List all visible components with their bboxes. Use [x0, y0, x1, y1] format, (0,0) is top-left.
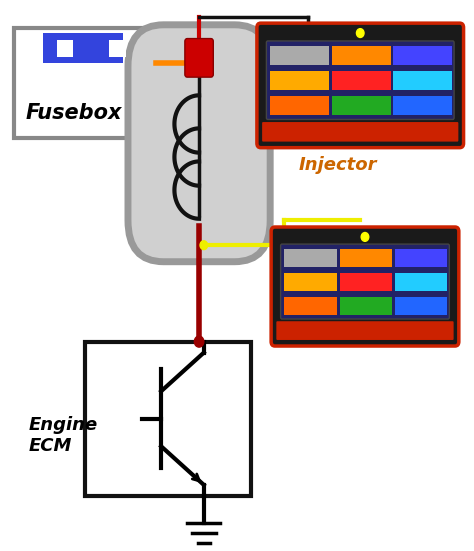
FancyBboxPatch shape [128, 25, 270, 262]
FancyBboxPatch shape [271, 227, 459, 346]
Bar [395, 273, 447, 291]
Bar [393, 96, 452, 116]
Circle shape [200, 241, 208, 250]
FancyBboxPatch shape [276, 321, 454, 340]
Text: Fusebox: Fusebox [25, 103, 122, 123]
Bar [284, 297, 337, 315]
Bar [339, 273, 392, 291]
Text: Fuel
Injector: Fuel Injector [299, 135, 377, 174]
Bar [332, 96, 391, 116]
Circle shape [361, 233, 369, 241]
Bar [395, 297, 447, 315]
FancyBboxPatch shape [262, 122, 458, 142]
Bar [393, 46, 452, 65]
FancyBboxPatch shape [185, 39, 213, 77]
Bar [284, 273, 337, 291]
Bar [332, 46, 391, 65]
Bar [270, 46, 329, 65]
Bar [270, 96, 329, 116]
Bar [85, 342, 251, 496]
Text: Engine
ECM: Engine ECM [28, 416, 98, 455]
FancyBboxPatch shape [14, 28, 156, 138]
Bar [395, 249, 447, 267]
FancyBboxPatch shape [266, 41, 454, 120]
Bar [57, 40, 73, 57]
Bar [339, 297, 392, 315]
Bar [332, 71, 391, 90]
Bar [270, 71, 329, 90]
FancyBboxPatch shape [43, 33, 123, 63]
FancyBboxPatch shape [281, 244, 449, 319]
Bar [393, 71, 452, 90]
Bar [339, 249, 392, 267]
Circle shape [194, 336, 204, 347]
FancyBboxPatch shape [257, 23, 464, 148]
Bar [109, 40, 126, 57]
Bar [284, 249, 337, 267]
Circle shape [356, 29, 364, 37]
